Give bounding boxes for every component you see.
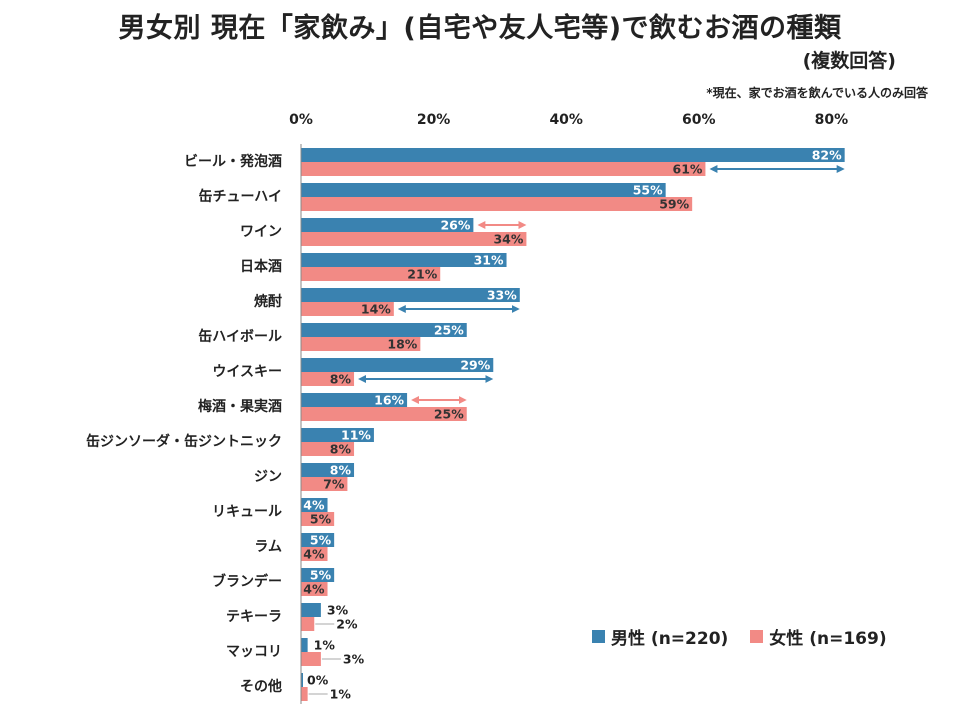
data-label-female: 59% xyxy=(659,197,689,212)
bar-female xyxy=(301,232,527,246)
bar-female xyxy=(301,337,421,351)
data-label-male: 3% xyxy=(327,603,349,618)
data-label-male: 4% xyxy=(303,498,325,513)
data-label-male: 16% xyxy=(374,393,404,408)
data-label-female: 4% xyxy=(303,547,325,562)
x-tick-label: 20% xyxy=(417,112,451,128)
bar-female xyxy=(301,582,328,596)
legend-swatch-female xyxy=(750,630,764,643)
chart-title: 男女別 現在「家飲み」(自宅や友人宅等)で飲むお酒の種類 xyxy=(118,13,842,44)
legend-item-male: 男性 (n=220) xyxy=(592,624,728,649)
data-label-female: 8% xyxy=(330,372,352,387)
category-label: 缶ジンソーダ・缶ジントニック xyxy=(86,433,282,450)
bar-male xyxy=(301,323,467,337)
legend-swatch-male xyxy=(592,630,605,643)
data-label-female: 34% xyxy=(493,232,523,247)
bar-female xyxy=(301,442,355,456)
category-label: リキュール xyxy=(212,504,282,520)
category-label: 焼酎 xyxy=(254,293,282,310)
category-label: その他 xyxy=(240,678,282,695)
data-label-male: 1% xyxy=(314,638,336,653)
bar-male xyxy=(301,498,328,512)
category-label: ブランデー xyxy=(212,573,282,590)
bar-female xyxy=(301,372,355,386)
bar-male xyxy=(301,148,845,162)
bar-male xyxy=(301,218,474,232)
data-label-male: 55% xyxy=(633,183,663,198)
category-label: 梅酒・果実酒 xyxy=(198,398,282,415)
data-label-female: 2% xyxy=(336,617,358,632)
bar-male xyxy=(301,288,520,302)
legend-label-female: 女性 (n=169) xyxy=(769,629,887,649)
chart-note: *現在、家でお酒を飲んでいる人のみ回答 xyxy=(706,86,928,100)
chart-subtitle: (複数回答) xyxy=(802,50,896,72)
bar-female xyxy=(301,477,348,491)
bar-male xyxy=(301,673,303,687)
legend: 男性 (n=220) 女性 (n=169) xyxy=(592,624,887,649)
data-label-female: 25% xyxy=(434,407,464,422)
category-label: 缶チューハイ xyxy=(199,188,282,205)
category-label: マッコリ xyxy=(226,644,282,660)
data-label-male: 5% xyxy=(310,568,332,583)
bar-female xyxy=(301,162,706,176)
bar-male xyxy=(301,568,335,582)
bar-female xyxy=(301,197,693,211)
data-label-female: 5% xyxy=(310,512,332,527)
bar-male xyxy=(301,638,308,652)
category-label: ジン xyxy=(254,469,282,485)
bar-male xyxy=(301,358,494,372)
x-tick-label: 0% xyxy=(289,112,313,128)
bar-female xyxy=(301,687,308,701)
category-label: ビール・発泡酒 xyxy=(184,153,282,170)
data-label-male: 31% xyxy=(474,253,504,268)
x-tick-label: 60% xyxy=(682,112,716,128)
data-label-female: 8% xyxy=(330,442,352,457)
bar-female xyxy=(301,547,328,561)
bar-female xyxy=(301,512,335,526)
data-label-female: 61% xyxy=(673,162,703,177)
data-label-female: 14% xyxy=(361,302,391,317)
data-label-female: 7% xyxy=(323,477,345,492)
data-label-female: 3% xyxy=(343,652,365,667)
bar-male xyxy=(301,533,335,547)
data-label-male: 26% xyxy=(440,218,470,233)
legend-item-female: 女性 (n=169) xyxy=(750,624,887,649)
bar-female xyxy=(301,302,394,316)
category-label: ウイスキー xyxy=(212,364,282,380)
bar-female xyxy=(301,652,321,666)
bar-female xyxy=(301,617,315,631)
data-label-male: 8% xyxy=(330,463,352,478)
data-label-male: 82% xyxy=(812,148,842,163)
bar-male xyxy=(301,603,321,617)
data-label-male: 25% xyxy=(434,323,464,338)
bar-female xyxy=(301,407,467,421)
data-label-male: 29% xyxy=(460,358,490,373)
x-tick-label: 40% xyxy=(549,112,583,128)
data-label-male: 33% xyxy=(487,288,517,303)
category-label: 缶ハイボール xyxy=(198,328,282,345)
bar-female xyxy=(301,267,441,281)
data-label-female: 1% xyxy=(330,687,352,702)
category-label: 日本酒 xyxy=(240,258,282,275)
category-label: ワイン xyxy=(240,224,282,240)
bar-male xyxy=(301,463,355,477)
x-tick-label: 80% xyxy=(815,112,849,128)
legend-label-male: 男性 (n=220) xyxy=(611,629,729,649)
category-label: ラム xyxy=(254,539,282,555)
data-label-male: 11% xyxy=(341,428,371,443)
data-label-female: 18% xyxy=(387,337,417,352)
data-label-female: 21% xyxy=(407,267,437,282)
bar-male xyxy=(301,428,374,442)
category-label: テキーラ xyxy=(226,609,282,625)
data-label-male: 0% xyxy=(307,673,329,688)
bar-male xyxy=(301,183,666,197)
data-label-male: 5% xyxy=(310,533,332,548)
bar-male xyxy=(301,253,507,267)
bar-male xyxy=(301,393,408,407)
data-label-female: 4% xyxy=(303,582,325,597)
